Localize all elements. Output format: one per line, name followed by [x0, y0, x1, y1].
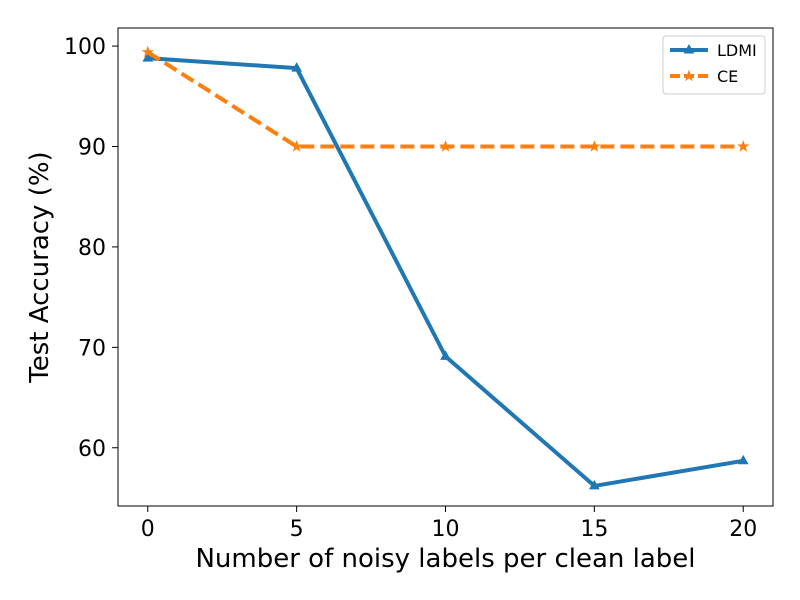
x-tick-label: 10	[432, 517, 460, 542]
data-point	[290, 139, 303, 152]
x-tick-label: 5	[290, 517, 304, 542]
y-axis-label: Test Accuracy (%)	[25, 151, 55, 383]
data-point	[737, 454, 749, 465]
y-tick-label: 100	[64, 35, 106, 60]
data-point	[142, 52, 154, 62]
x-axis-ticks: 0 5 10 15 20	[141, 506, 757, 542]
series-ce	[141, 45, 750, 152]
series-layer	[141, 45, 750, 490]
x-axis-label: Number of noisy labels per clean label	[195, 544, 695, 574]
data-point	[291, 62, 302, 72]
data-point	[589, 479, 600, 490]
legend-label: LDMI	[717, 41, 757, 60]
triangle-marker	[683, 43, 695, 54]
x-tick-label: 20	[729, 517, 757, 542]
legend-label: CE	[717, 67, 738, 86]
y-tick-label: 70	[78, 336, 106, 361]
legend-entry-ce: CE	[670, 67, 738, 86]
data-point	[737, 139, 750, 152]
x-tick-label: 0	[141, 517, 155, 542]
series-ldmi	[142, 52, 749, 490]
y-tick-label: 60	[78, 437, 106, 462]
y-tick-label: 90	[78, 135, 106, 160]
data-point	[440, 350, 451, 360]
star-marker	[682, 69, 696, 82]
legend: LDMI CE	[662, 35, 766, 95]
data-point	[439, 139, 452, 152]
y-axis-ticks: 60 70 80 90 100	[64, 35, 118, 462]
data-point	[141, 45, 154, 58]
y-tick-label: 80	[78, 236, 106, 261]
legend-entry-ldmi: LDMI	[670, 41, 757, 60]
plot-area-frame	[117, 27, 774, 507]
data-point	[588, 139, 601, 152]
x-tick-label: 15	[580, 517, 608, 542]
